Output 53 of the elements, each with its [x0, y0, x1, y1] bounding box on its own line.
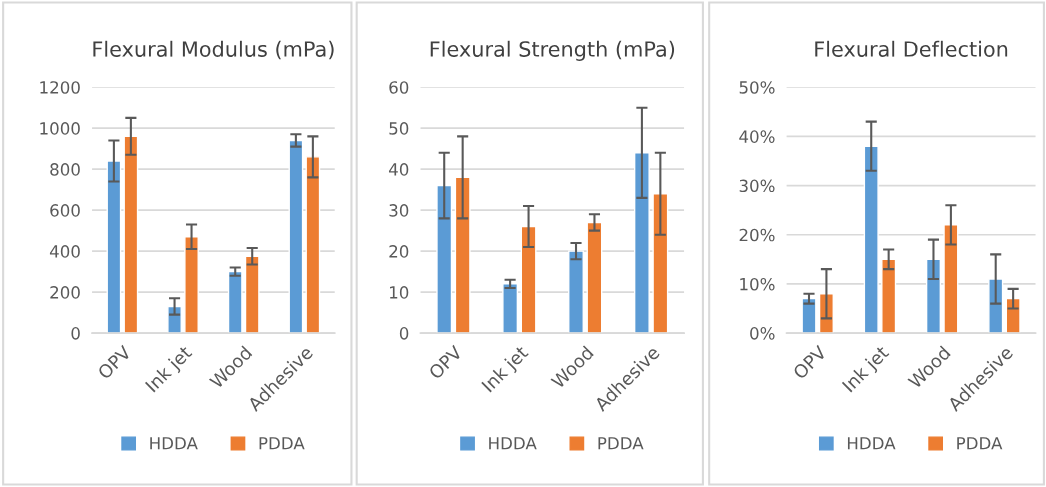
bar [227, 270, 243, 334]
legend-label: PDDA [259, 437, 305, 450]
chart-title: Flexural Deflection [815, 40, 1008, 57]
bar [184, 236, 199, 334]
bar [943, 224, 959, 334]
bar [881, 258, 897, 334]
y-tick-label: 800 [50, 163, 80, 176]
y-tick-label: 20 [389, 245, 409, 258]
y-tick-label: 20% [739, 228, 775, 242]
bar [863, 145, 879, 334]
chart-title: Flexural Strength (mPa) [430, 40, 675, 61]
bar [502, 283, 519, 334]
bar [106, 160, 122, 334]
y-tick-label: 40 [388, 163, 409, 176]
bar [454, 176, 471, 334]
y-tick-label: 0% [750, 327, 775, 340]
bar [633, 152, 650, 334]
y-tick-label: 1200 [40, 81, 80, 94]
x-tick-label: Ink jet [144, 344, 196, 396]
bar [305, 156, 321, 334]
bar [988, 278, 1004, 334]
legend-label: HDDA [489, 437, 537, 450]
y-tick-label: 400 [49, 245, 80, 258]
bar [123, 135, 139, 334]
bar [801, 297, 817, 334]
x-tick-label: Ink jet [480, 344, 532, 396]
bar [568, 250, 584, 334]
bar [244, 255, 260, 334]
y-tick-label: 60 [389, 81, 409, 94]
y-tick-label: 50 [389, 122, 409, 135]
bar [652, 193, 669, 334]
y-tick-label: 50% [739, 81, 775, 94]
y-tick-label: 200 [50, 286, 80, 299]
legend-label: HDDA [150, 437, 198, 450]
y-tick-label: 40% [739, 130, 775, 143]
bar [520, 225, 537, 334]
y-tick-label: 0 [399, 327, 409, 340]
bar [925, 258, 942, 334]
y-tick-label: 10 [390, 286, 409, 299]
bar [436, 184, 453, 334]
chart-title: Flexural Modulus (mPa) [93, 40, 334, 60]
y-tick-label: 600 [50, 204, 80, 217]
legend-label: PDDA [957, 437, 1003, 450]
legend-label: PDDA [598, 437, 644, 450]
bar [288, 139, 304, 334]
y-tick-label: 30 [389, 204, 409, 217]
y-tick-label: 30% [739, 179, 775, 193]
legend-label: HDDA [847, 437, 896, 450]
bar [586, 221, 603, 334]
y-tick-label: 10% [740, 277, 775, 291]
x-tick-label: Ink jet [841, 344, 892, 396]
y-tick-label: 1000 [40, 122, 80, 135]
y-tick-label: 0 [71, 327, 80, 340]
